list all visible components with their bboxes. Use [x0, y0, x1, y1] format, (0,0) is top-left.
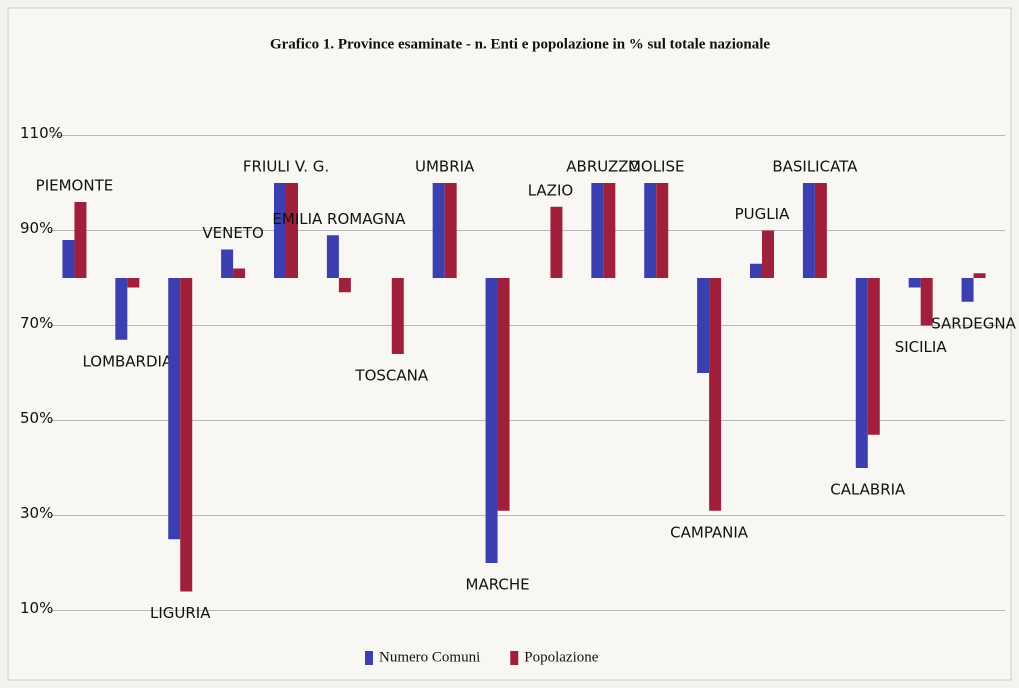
category-label: EMILIA ROMAGNA	[272, 210, 406, 228]
y-tick-label: 30%	[20, 504, 53, 522]
bar	[709, 278, 722, 511]
bar	[762, 230, 774, 278]
y-tick-label: 90%	[20, 219, 53, 237]
y-tick-label: 50%	[20, 409, 53, 427]
bar	[591, 183, 604, 278]
bar	[802, 183, 815, 278]
bar	[908, 278, 921, 288]
bar	[973, 273, 986, 278]
bar	[233, 268, 246, 278]
bar	[814, 183, 827, 278]
category-label: VENETO	[202, 224, 263, 242]
bar	[62, 240, 75, 278]
category-label: ABRUZZO	[566, 158, 640, 176]
bar	[180, 278, 193, 592]
category-label: LOMBARDIA	[82, 352, 173, 370]
legend-label: Popolazione	[524, 649, 598, 665]
category-label: CALABRIA	[830, 481, 906, 499]
category-label: PIEMONTE	[36, 177, 114, 195]
bar	[168, 278, 181, 540]
y-tick-label: 10%	[20, 599, 53, 617]
bar	[855, 278, 868, 468]
legend-swatch	[510, 651, 519, 665]
bar	[127, 278, 140, 288]
category-label: MOLISE	[628, 158, 685, 176]
bar	[497, 278, 510, 511]
legend-swatch	[365, 651, 373, 665]
category-label: SARDEGNA	[931, 314, 1016, 332]
chart-title: Grafico 1. Province esaminate - n. Enti …	[270, 36, 770, 52]
legend-label: Numero Comuni	[379, 649, 480, 665]
bar	[432, 183, 445, 278]
bar	[920, 278, 933, 326]
bar	[485, 278, 498, 563]
bar	[338, 278, 351, 293]
category-label: LAZIO	[528, 181, 573, 199]
bar	[326, 235, 339, 278]
category-label: TOSCANA	[354, 367, 428, 385]
y-tick-label: 110%	[20, 124, 63, 142]
category-label: LIGURIA	[150, 604, 211, 622]
category-label: FRIULI V. G.	[243, 158, 329, 176]
bar	[74, 202, 87, 278]
bar	[961, 278, 974, 302]
category-label: PUGLIA	[735, 205, 790, 223]
bar	[444, 183, 457, 278]
bar	[550, 206, 563, 278]
category-label: BASILICATA	[772, 158, 858, 176]
bar	[656, 183, 669, 278]
bar	[115, 278, 128, 340]
bar	[603, 183, 616, 278]
category-label: MARCHE	[466, 576, 530, 594]
bar	[286, 183, 298, 278]
bar	[274, 183, 286, 278]
bar	[697, 278, 710, 373]
category-label: CAMPANIA	[670, 523, 749, 541]
bar	[391, 278, 404, 354]
category-label: SICILIA	[895, 338, 948, 356]
bar	[867, 278, 880, 435]
y-tick-label: 70%	[20, 314, 53, 332]
bar	[644, 183, 657, 278]
category-label: UMBRIA	[415, 158, 475, 176]
bar	[750, 263, 762, 278]
bar	[221, 249, 234, 278]
